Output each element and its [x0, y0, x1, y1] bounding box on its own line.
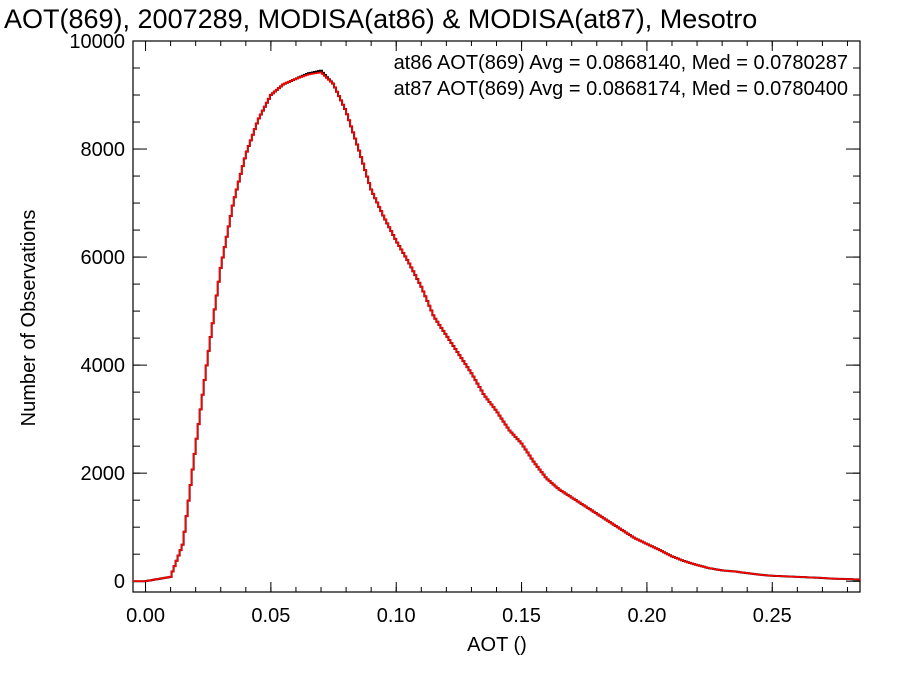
x-tick-label: 0.15	[502, 605, 541, 627]
x-tick-label: 0.00	[126, 605, 165, 627]
y-tick-label: 2000	[81, 463, 126, 485]
plot-frame	[132, 40, 861, 593]
series-line-at87	[133, 71, 861, 582]
x-tick-label: 0.25	[753, 605, 792, 627]
x-tick-label: 0.10	[377, 605, 416, 627]
y-tick-label: 6000	[81, 247, 126, 269]
y-axis-label: Number of Observations	[18, 210, 40, 427]
legend-label-at86: at86 AOT(869) Avg = 0.0868140, Med = 0.0…	[394, 52, 848, 74]
chart-title: AOT(869), 2007289, MODISA(at86) & MODISA…	[4, 4, 757, 34]
y-tick-label: 8000	[81, 139, 126, 161]
legend-label-at87: at87 AOT(869) Avg = 0.0868174, Med = 0.0…	[394, 78, 848, 100]
x-axis-label: AOT ()	[467, 634, 527, 656]
data-series	[133, 69, 861, 583]
y-tick-label: 10000	[69, 31, 125, 53]
y-tick-label: 0	[114, 571, 125, 593]
x-tick-label: 0.20	[627, 605, 666, 627]
y-tick-label: 4000	[81, 355, 126, 377]
series-line-at86	[133, 69, 861, 583]
plot-axes: 0.00 0.05 0.10 0.15 0.20 0.25 0 2000 4000 6000 800…	[69, 31, 861, 627]
x-tick-label: 0.05	[251, 605, 290, 627]
